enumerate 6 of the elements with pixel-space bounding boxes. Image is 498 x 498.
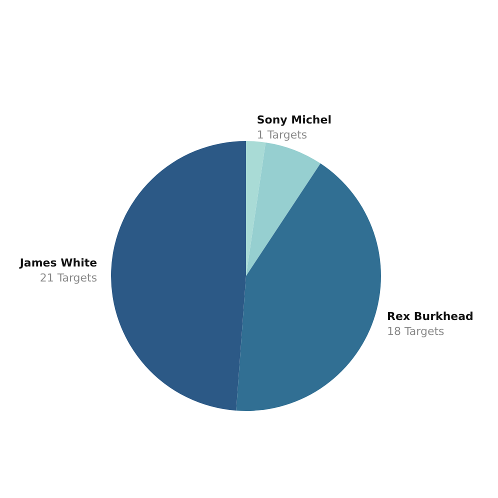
data-label: 1 Targets [256, 128, 308, 142]
data-label: 21 Targets [40, 272, 98, 285]
slice-label: James White [18, 256, 98, 270]
slice-label: Rex Burkhead [387, 310, 474, 324]
slice-label: Sony Michel [256, 113, 332, 126]
data-label: 18 Targets [387, 325, 445, 338]
